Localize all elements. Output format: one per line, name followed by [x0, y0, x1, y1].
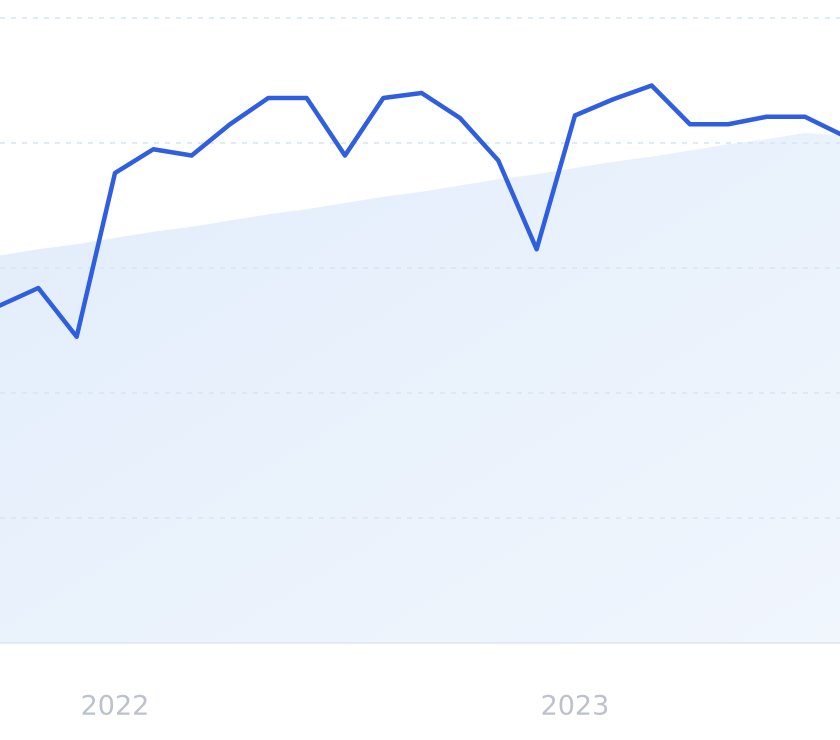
x-tick-label: 2023	[541, 691, 610, 722]
trend-area	[0, 133, 840, 643]
x-tick-label: 2022	[81, 691, 150, 722]
data-line	[0, 83, 840, 339]
